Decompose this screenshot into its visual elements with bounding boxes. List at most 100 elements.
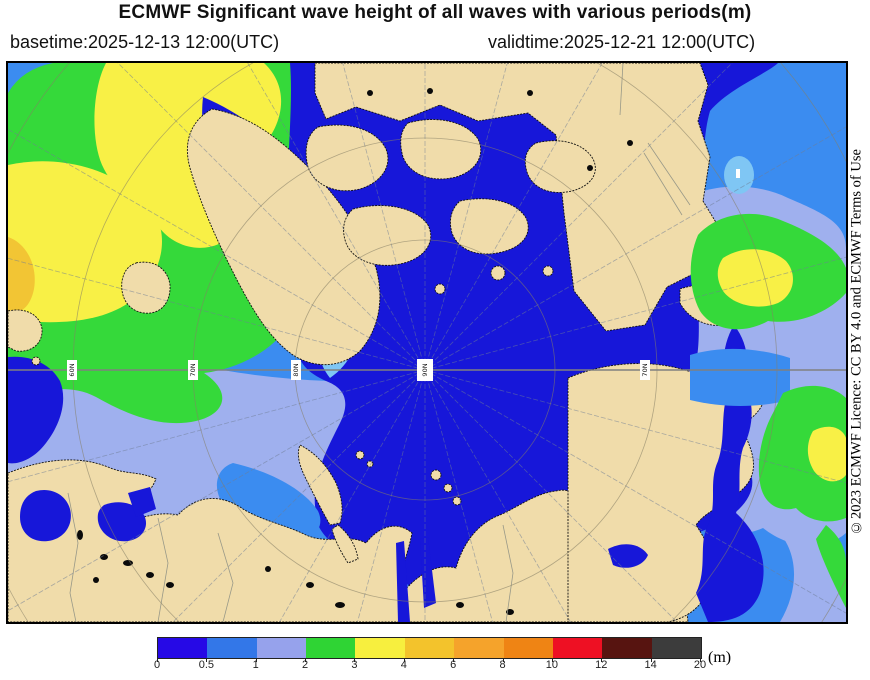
colorbar-tick-8: 8	[499, 659, 506, 671]
colorbar-segment-1-2	[256, 638, 307, 658]
colorbar-tickmark	[551, 658, 553, 662]
sea-ob-gulf-1	[396, 541, 410, 622]
colorbar-tick-10: 10	[545, 659, 559, 671]
country-borders	[67, 63, 691, 622]
land-severnaya-1	[430, 469, 442, 481]
colorbar-segment-6-8	[454, 638, 504, 658]
lat-label-70n-left: 70N	[189, 363, 197, 376]
sea-region-2-3m-corner-strip	[816, 525, 846, 608]
light-spot-marker	[736, 169, 740, 178]
lat-label-70n-right: 70N	[641, 363, 649, 376]
meridian-line	[172, 369, 426, 622]
meridian-line	[424, 369, 846, 614]
colorbar-segment-2-3	[306, 638, 356, 658]
land-severnaya-3	[452, 496, 462, 506]
sea-white-sea-throat	[128, 487, 156, 517]
colorbar-tickmark	[403, 658, 405, 662]
meridian-line	[424, 63, 603, 371]
land-islet-c	[434, 283, 446, 295]
lat-label-pole: 90N	[421, 363, 429, 376]
wave-height-map: 60N 70N 80N 90N 70N	[6, 61, 848, 624]
land-islet-a	[490, 265, 506, 281]
meridian-line	[342, 63, 426, 371]
colorbar-tick-6: 6	[450, 659, 457, 671]
colorbar-tick-0: 0	[153, 659, 161, 671]
meridian-line	[424, 256, 846, 371]
meridian-line	[247, 63, 426, 371]
colorbar-tickmark	[157, 658, 158, 662]
colorbar-tick-20: 20	[693, 659, 707, 671]
colorbar-tickmark	[700, 658, 701, 662]
colorbar-segment-3-4	[355, 638, 405, 658]
sea-white-sea	[97, 502, 147, 542]
wave-height-colorbar	[157, 637, 702, 659]
colorbar-tick-1: 1	[252, 659, 259, 671]
page-title: ECMWF Significant wave height of all wav…	[118, 2, 752, 23]
lat-label-60n: 60N	[68, 363, 76, 376]
land-greenland	[186, 108, 381, 366]
colorbar-segment-10-12	[552, 638, 603, 658]
land-island-2	[400, 119, 482, 180]
colorbar-tick-14: 14	[644, 659, 657, 671]
colorbar-tick-12: 12	[595, 659, 608, 671]
copyright-notice: ©2023 ECMWF Licence: CC BY 4.0 and ECMWF…	[848, 149, 865, 536]
meridian-line	[8, 128, 426, 371]
meridian-line	[424, 369, 678, 622]
meridian-line	[117, 63, 426, 371]
colorbar-tick-labels: 0 0.5 1 2 3 4 6 8 10 12 14 20	[153, 659, 706, 673]
sea-gulf-bothnia	[20, 489, 71, 542]
land-ellesmere	[305, 124, 389, 192]
colorbar-tickmark	[453, 658, 455, 662]
colorbar-tickmark	[650, 658, 652, 662]
colorbar-tickmark	[354, 658, 356, 662]
land-novaya-zemlya-south	[331, 524, 359, 564]
colorbar-tickmark	[601, 658, 603, 662]
colorbar-tickmark	[255, 658, 257, 662]
meridian-line	[424, 63, 508, 371]
meridian-line	[424, 369, 846, 484]
meridian-line	[8, 369, 426, 483]
colorbar-tickmark	[206, 658, 208, 662]
sea-region-2-3m-bering-south	[758, 385, 846, 522]
land-severnaya-2	[443, 483, 453, 493]
colorbar-unit: (m)	[708, 649, 732, 666]
land-victoria	[343, 205, 432, 266]
colorbar-tick-3: 3	[351, 659, 358, 671]
colorbar-segment-8-10	[503, 638, 553, 658]
land-island-5	[524, 140, 596, 193]
validtime-label: validtime:2025-12-21 12:00(UTC)	[488, 32, 756, 52]
map-canvas: 60N 70N 80N 90N 70N	[8, 63, 846, 622]
land-island-4	[449, 198, 529, 255]
sea-ob-gulf-2	[420, 537, 436, 608]
land-svalbard	[355, 450, 365, 460]
colorbar-tickmark	[502, 658, 504, 662]
colorbar-segment-0.5-1	[207, 638, 257, 658]
colorbar-tick-4: 4	[400, 659, 407, 671]
meridian-line	[8, 257, 426, 371]
land-novaya-zemlya	[297, 444, 343, 526]
colorbar-segment-4-6	[404, 638, 455, 658]
basetime-label: basetime:2025-12-13 12:00(UTC)	[10, 32, 280, 52]
meridian-line	[424, 63, 733, 371]
land-islet-d	[31, 356, 41, 366]
lat-label-80n: 80N	[292, 363, 300, 376]
colorbar-tickmark	[305, 658, 307, 662]
colorbar-tick-0.5: 0.5	[198, 659, 215, 671]
sea-region-3-4m-bering-north	[717, 249, 793, 307]
land-north-america	[314, 63, 721, 332]
colorbar-segment-14-20	[651, 638, 701, 658]
meridian-line	[8, 369, 426, 612]
land-scotland	[8, 309, 43, 352]
colorbar-segment-0-0.5	[158, 638, 208, 658]
meridian-line	[424, 126, 846, 371]
sea-region-3-4m-bering-south	[807, 426, 846, 482]
sea-region-4-6m-left-edge	[8, 237, 35, 314]
land-iceland	[121, 261, 171, 314]
sea-lena-delta	[608, 544, 648, 568]
latitude-labels: 60N 70N 80N 90N 70N	[67, 359, 650, 381]
lakes	[77, 88, 633, 615]
sea-region-05-1m-chukchi	[690, 348, 790, 406]
colorbar-tick-2: 2	[302, 659, 309, 671]
land-islet-b	[542, 265, 554, 277]
colorbar-segment-12-14	[602, 638, 652, 658]
